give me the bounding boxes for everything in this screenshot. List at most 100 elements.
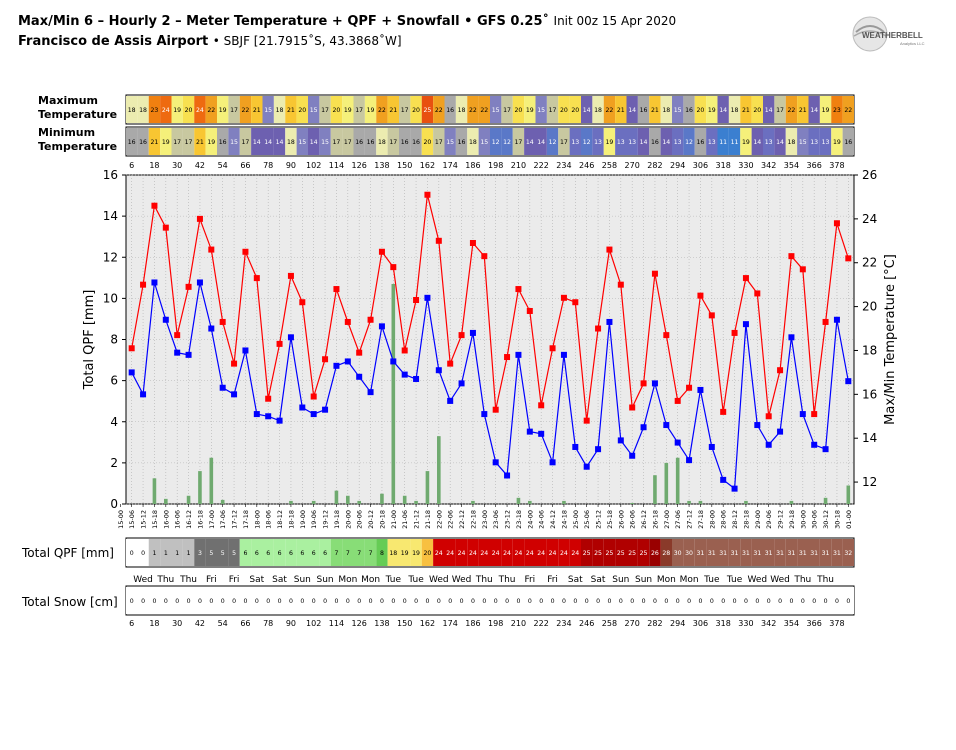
- qpf-total-cell: [512, 539, 525, 566]
- title-text: Max/Min 6 – Hourly 2 – Meter Temperature…: [18, 14, 549, 29]
- qpf-total-value: 24: [458, 550, 466, 557]
- max-temperature-point: [447, 360, 454, 367]
- min-temp-value: 19: [207, 139, 215, 146]
- day-label: Fri: [206, 575, 217, 585]
- min-temp-value: 13: [708, 139, 716, 146]
- min-temperature-point: [469, 329, 476, 336]
- y-left-tick-label: 2: [110, 456, 118, 470]
- qpf-total-cell: [319, 539, 331, 566]
- qpf-total-cell: [490, 539, 502, 566]
- qpf-bar: [698, 500, 703, 504]
- max-temperature-point: [640, 380, 647, 387]
- qpf-bar: [346, 495, 350, 504]
- qpf-total-cell: [251, 539, 263, 566]
- qpf-total-cell: [774, 539, 786, 566]
- min-temp-cell: [296, 128, 308, 155]
- min-temp-value: 16: [367, 139, 375, 146]
- max-temp-cell: [330, 96, 343, 123]
- min-temp-value: 17: [173, 139, 181, 146]
- day-label: Sat: [272, 575, 287, 585]
- max-temp-cell: [717, 96, 729, 123]
- qpf-total-value: 31: [697, 550, 705, 557]
- max-temp-value: 21: [799, 107, 807, 114]
- x-date-label: 18-12: [276, 510, 284, 529]
- snow-total-value: 0: [494, 598, 498, 605]
- min-temp-cell: [194, 128, 206, 155]
- y-right-tick-label: 12: [862, 475, 877, 489]
- min-temp-cell: [728, 128, 741, 155]
- qpf-total-value: 8: [380, 550, 384, 557]
- min-temp-cell: [353, 128, 365, 155]
- max-temp-value: 19: [173, 107, 181, 114]
- day-label: Thu: [498, 575, 516, 585]
- min-temp-cell: [251, 128, 263, 155]
- day-label: Sun: [294, 575, 311, 585]
- qpf-total-value: 25: [617, 550, 625, 557]
- qpf-total-value: 1: [164, 550, 168, 557]
- snow-total-cell: [478, 587, 490, 614]
- day-label: Wed: [133, 575, 153, 585]
- x-date-label: 18-06: [265, 510, 273, 529]
- qpf-total-cell: [433, 539, 445, 566]
- qpf-total-cell: [126, 539, 138, 566]
- min-temperature-point: [219, 384, 226, 391]
- snow-total-cell: [694, 587, 707, 614]
- max-temperature-point: [196, 215, 203, 222]
- snow-total-cell: [262, 587, 274, 614]
- min-temperature-point: [208, 325, 215, 332]
- hour-tick-label: 18: [149, 161, 159, 170]
- snow-total-cell: [228, 587, 240, 614]
- x-date-label: 16-12: [185, 510, 193, 529]
- min-temperature-point: [538, 430, 545, 437]
- qpf-total-cell: [797, 539, 809, 566]
- max-temperature-point: [538, 402, 545, 409]
- hour-tick-label: 162: [420, 161, 435, 170]
- qpf-total-value: 31: [810, 550, 818, 557]
- x-date-label: 22-12: [458, 510, 466, 529]
- hour-tick-label: 378: [829, 161, 844, 170]
- x-date-label: 24-18: [560, 510, 568, 529]
- snow-total-cell: [410, 587, 422, 614]
- min-temp-value: 16: [139, 139, 147, 146]
- snow-total-value: 0: [357, 598, 361, 605]
- snow-total-value: 0: [312, 598, 316, 605]
- x-date-label: 26-12: [640, 510, 648, 529]
- min-temp-cell: [797, 128, 809, 155]
- min-temperature-point: [356, 373, 363, 380]
- snow-total-value: 0: [733, 598, 737, 605]
- x-date-label: 29-06: [765, 510, 773, 529]
- min-temp-cell: [819, 128, 832, 155]
- hour-tick-label: 294: [670, 161, 685, 170]
- snow-total-cell: [126, 587, 138, 614]
- qpf-total-cell: [467, 539, 479, 566]
- snow-total-cell: [490, 587, 502, 614]
- day-label: Fri: [547, 575, 558, 585]
- snow-total-value: 0: [642, 598, 646, 605]
- qpf-total-cell: [694, 539, 707, 566]
- max-temperature-point: [595, 325, 602, 332]
- snow-total-cell: [797, 587, 809, 614]
- x-date-label: 17-12: [231, 510, 239, 529]
- qpf-total-value: 31: [753, 550, 761, 557]
- min-temperature-point: [287, 334, 294, 341]
- max-temp-cell: [831, 96, 843, 123]
- max-temp-value: 19: [219, 107, 227, 114]
- snow-total-cell: [433, 587, 445, 614]
- min-temp-cell: [342, 128, 354, 155]
- day-label: Thu: [475, 575, 493, 585]
- snow-total-value: 0: [516, 598, 520, 605]
- qpf-bar: [289, 500, 293, 504]
- max-temperature-point: [367, 316, 374, 323]
- qpf-bar: [164, 498, 168, 504]
- max-temperature-point: [162, 224, 169, 231]
- max-temperature-point: [663, 332, 670, 339]
- min-temperature-point: [322, 406, 329, 413]
- max-temp-value: 19: [367, 107, 375, 114]
- hour-tick-label-bottom: 18: [149, 619, 159, 628]
- max-temp-cell: [444, 96, 456, 123]
- snow-total-cell: [603, 587, 616, 614]
- hour-tick-label: 258: [602, 161, 617, 170]
- qpf-total-value: 7: [357, 550, 361, 557]
- day-label: Wed: [429, 575, 449, 585]
